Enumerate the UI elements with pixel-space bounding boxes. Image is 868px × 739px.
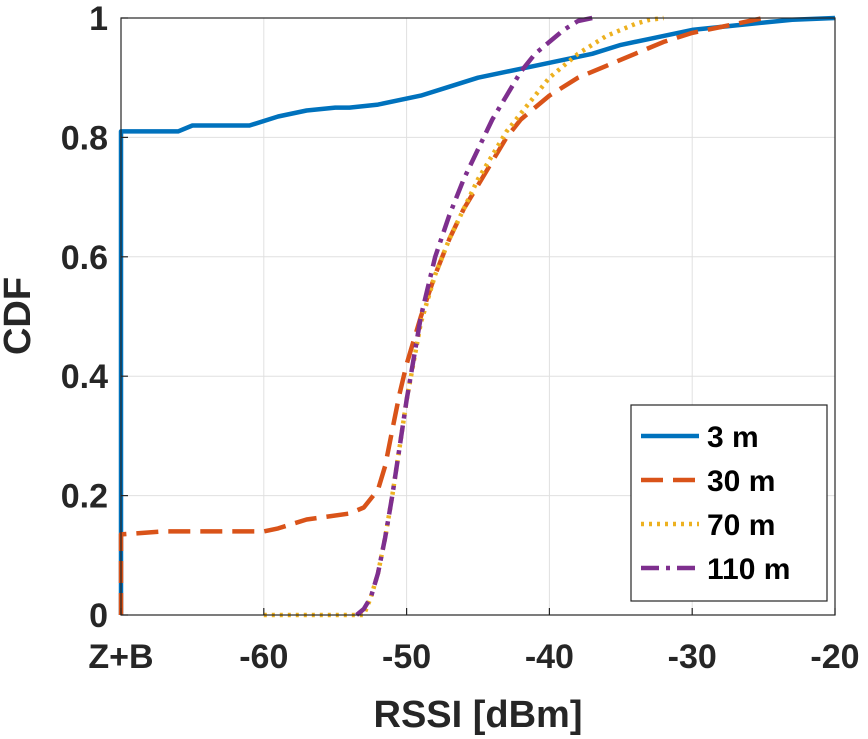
plot-area bbox=[118, 15, 836, 618]
y-tick-label: 1 bbox=[89, 0, 108, 38]
y-tick-label: 0 bbox=[89, 597, 108, 635]
x-axis-label: RSSI [dBm] bbox=[374, 694, 583, 736]
legend-label: 30 m bbox=[707, 465, 775, 498]
legend: 3 m 30 m 70 m 110 m bbox=[630, 404, 828, 602]
x-tick-label: -60 bbox=[239, 638, 288, 676]
x-tick-label: -40 bbox=[525, 638, 574, 676]
series-line-30-m bbox=[118, 15, 765, 615]
legend-label: 110 m bbox=[707, 553, 790, 586]
y-tick-label: 0.2 bbox=[61, 478, 108, 516]
grid-lines bbox=[120, 17, 836, 616]
plot-frame bbox=[120, 17, 836, 616]
series-line-3-m bbox=[118, 15, 836, 615]
x-tick-label: -50 bbox=[382, 638, 431, 676]
y-tick-label: 0.4 bbox=[61, 358, 108, 396]
legend-label: 70 m bbox=[707, 509, 775, 542]
x-tick-labels: Z+B -60 -50 -40 -30 -20 bbox=[88, 608, 860, 676]
y-axis-label: CDF bbox=[0, 277, 39, 355]
y-tick-label: 0.6 bbox=[61, 239, 108, 277]
series-line-110-m bbox=[355, 15, 593, 617]
x-tick-label: Z+B bbox=[88, 638, 153, 676]
series-layer bbox=[118, 15, 836, 618]
y-tick-label: 0.8 bbox=[61, 119, 108, 157]
x-tick-label: -30 bbox=[668, 638, 717, 676]
x-tick-label: -20 bbox=[810, 638, 859, 676]
legend-label: 3 m bbox=[707, 421, 759, 454]
y-tick-labels: 0 0.2 0.4 0.6 0.8 1 bbox=[61, 0, 128, 635]
